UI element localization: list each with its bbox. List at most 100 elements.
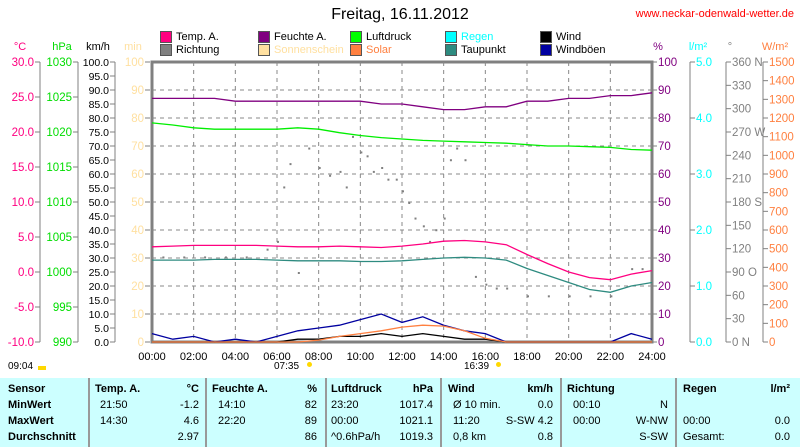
axis-tick-label: 4.0: [696, 113, 712, 125]
humidity-value: 89: [304, 415, 317, 427]
pressure-value: 1017.4: [399, 399, 433, 411]
direction-point: [366, 155, 369, 158]
legend-item: Regen: [445, 31, 493, 43]
axis-tick-label: 0 N: [732, 337, 750, 349]
legend-swatch: [540, 31, 552, 43]
legend-item: Wind: [540, 31, 581, 43]
axis-unit: hPa: [52, 41, 72, 53]
axis-tick-label: 60: [732, 290, 745, 302]
legend-item: Feuchte A.: [258, 31, 327, 43]
header-rain-unit: l/m²: [770, 383, 790, 395]
direction-point: [568, 295, 571, 298]
rain-value: 0.0: [774, 431, 790, 443]
table-divider: [325, 378, 327, 447]
axis-tick-label: 30: [732, 314, 745, 326]
table-divider: [440, 378, 442, 447]
direction-time: 00:10: [573, 399, 601, 411]
site-url[interactable]: www.neckar-odenwald-wetter.de: [635, 8, 794, 20]
pressure-time: 00:00: [331, 415, 359, 427]
axis-tick-label: 0.0: [18, 267, 34, 279]
direction-point: [308, 147, 311, 150]
axis-tick-label: 800: [769, 188, 788, 200]
series-line-luftdruck: [151, 122, 653, 151]
direction-point: [297, 272, 300, 274]
header-wind-unit: km/h: [527, 383, 553, 395]
direction-point: [381, 167, 384, 169]
direction-point: [277, 240, 279, 243]
axis-unit: l/m²: [689, 41, 708, 53]
axis-tick-label: 5.0: [18, 232, 34, 244]
axis-unit: °C: [14, 41, 26, 53]
legend-label: Sonnenschein: [274, 44, 344, 56]
axis-unit: W/m²: [762, 41, 789, 53]
axis-tick-label: 75.0: [89, 127, 110, 139]
row-label: MaxWert: [8, 415, 54, 427]
header-temp-unit: °C: [186, 383, 199, 395]
axis-unit: %: [653, 41, 663, 53]
axis-tick-label: 70: [131, 141, 144, 153]
axis-tick-label: 25.0: [12, 92, 34, 104]
axis-tick-label: 10: [658, 309, 671, 321]
axis-tick-label: 90.0: [89, 85, 110, 97]
direction-point: [495, 287, 498, 290]
moonrise-time: 09:04: [8, 361, 34, 372]
legend-item: Windböen: [540, 44, 606, 56]
axis-tick-label: 360 N: [732, 57, 763, 69]
legend-swatch: [160, 44, 172, 56]
direction-point: [464, 159, 467, 162]
direction-point: [422, 225, 425, 228]
axis-tick-label: 20: [131, 281, 144, 293]
legend-label: Luftdruck: [366, 31, 412, 43]
x-tick-label: 20:00: [555, 351, 583, 363]
legend-swatch: [258, 44, 270, 56]
table-divider: [560, 378, 562, 447]
axis-tick-label: 30.0: [89, 253, 110, 265]
axis-tick-label: 0.0: [94, 337, 109, 349]
legend-swatch: [160, 31, 172, 43]
axis-unit: min: [124, 41, 142, 53]
chart-title: Freitag, 16.11.2012: [331, 6, 469, 23]
legend-swatch: [350, 31, 362, 43]
direction-point: [339, 170, 342, 173]
x-tick-label: 14:00: [430, 351, 458, 363]
direction-point: [162, 256, 165, 259]
axis-tick-label: 80: [658, 113, 671, 125]
direction-time: 00:00: [573, 415, 601, 427]
axis-tick-label: 0: [769, 337, 775, 349]
weather-chart: 00:00 02:00 04:00 06:00 08:00 10:00 12:00 14:00…: [8, 41, 795, 363]
row-label: MinWert: [8, 399, 52, 411]
axis-tick-label: 40.0: [89, 225, 110, 237]
direction-point: [183, 256, 186, 259]
axis-tick-label: 1015: [46, 162, 72, 174]
axis-tick-label: 85.0: [89, 99, 110, 111]
direction-point: [456, 147, 459, 150]
axis-unit: km/h: [86, 41, 110, 53]
axis-tick-label: 1000: [46, 267, 72, 279]
x-tick-label: 06:00: [263, 351, 291, 363]
axis-tick-label: 60: [131, 169, 144, 181]
direction-point: [449, 159, 452, 162]
axis-tick-label: 25.0: [89, 267, 110, 279]
legend-item: Sonnenschein: [258, 44, 344, 56]
axis-tick-label: 90: [658, 85, 671, 97]
axis-tick-label: 40: [131, 225, 144, 237]
legend-swatch: [445, 44, 457, 56]
axis-tick-label: 240: [732, 150, 751, 162]
humidity-time: 22:20: [218, 415, 246, 427]
direction-point: [289, 163, 292, 166]
sunrise-time: 07:35: [274, 361, 300, 372]
series-line-temp-a-: [151, 239, 653, 281]
header-humidity: Feuchte A.: [212, 383, 268, 395]
direction-point: [527, 295, 529, 298]
header-sensor: Sensor: [8, 383, 46, 395]
x-tick-label: 08:00: [305, 351, 333, 363]
direction-value: W-NW: [635, 415, 668, 427]
axis-tick-label: 100: [769, 318, 788, 330]
x-tick-label: 02:00: [180, 351, 208, 363]
axis-tick-label: -10.0: [8, 337, 34, 349]
wind-time: 0,8 km: [453, 431, 487, 443]
direction-point: [204, 256, 207, 259]
direction-point: [485, 283, 488, 286]
x-tick-label: 00:00: [138, 351, 166, 363]
axis-tick-label: 10.0: [89, 309, 110, 321]
